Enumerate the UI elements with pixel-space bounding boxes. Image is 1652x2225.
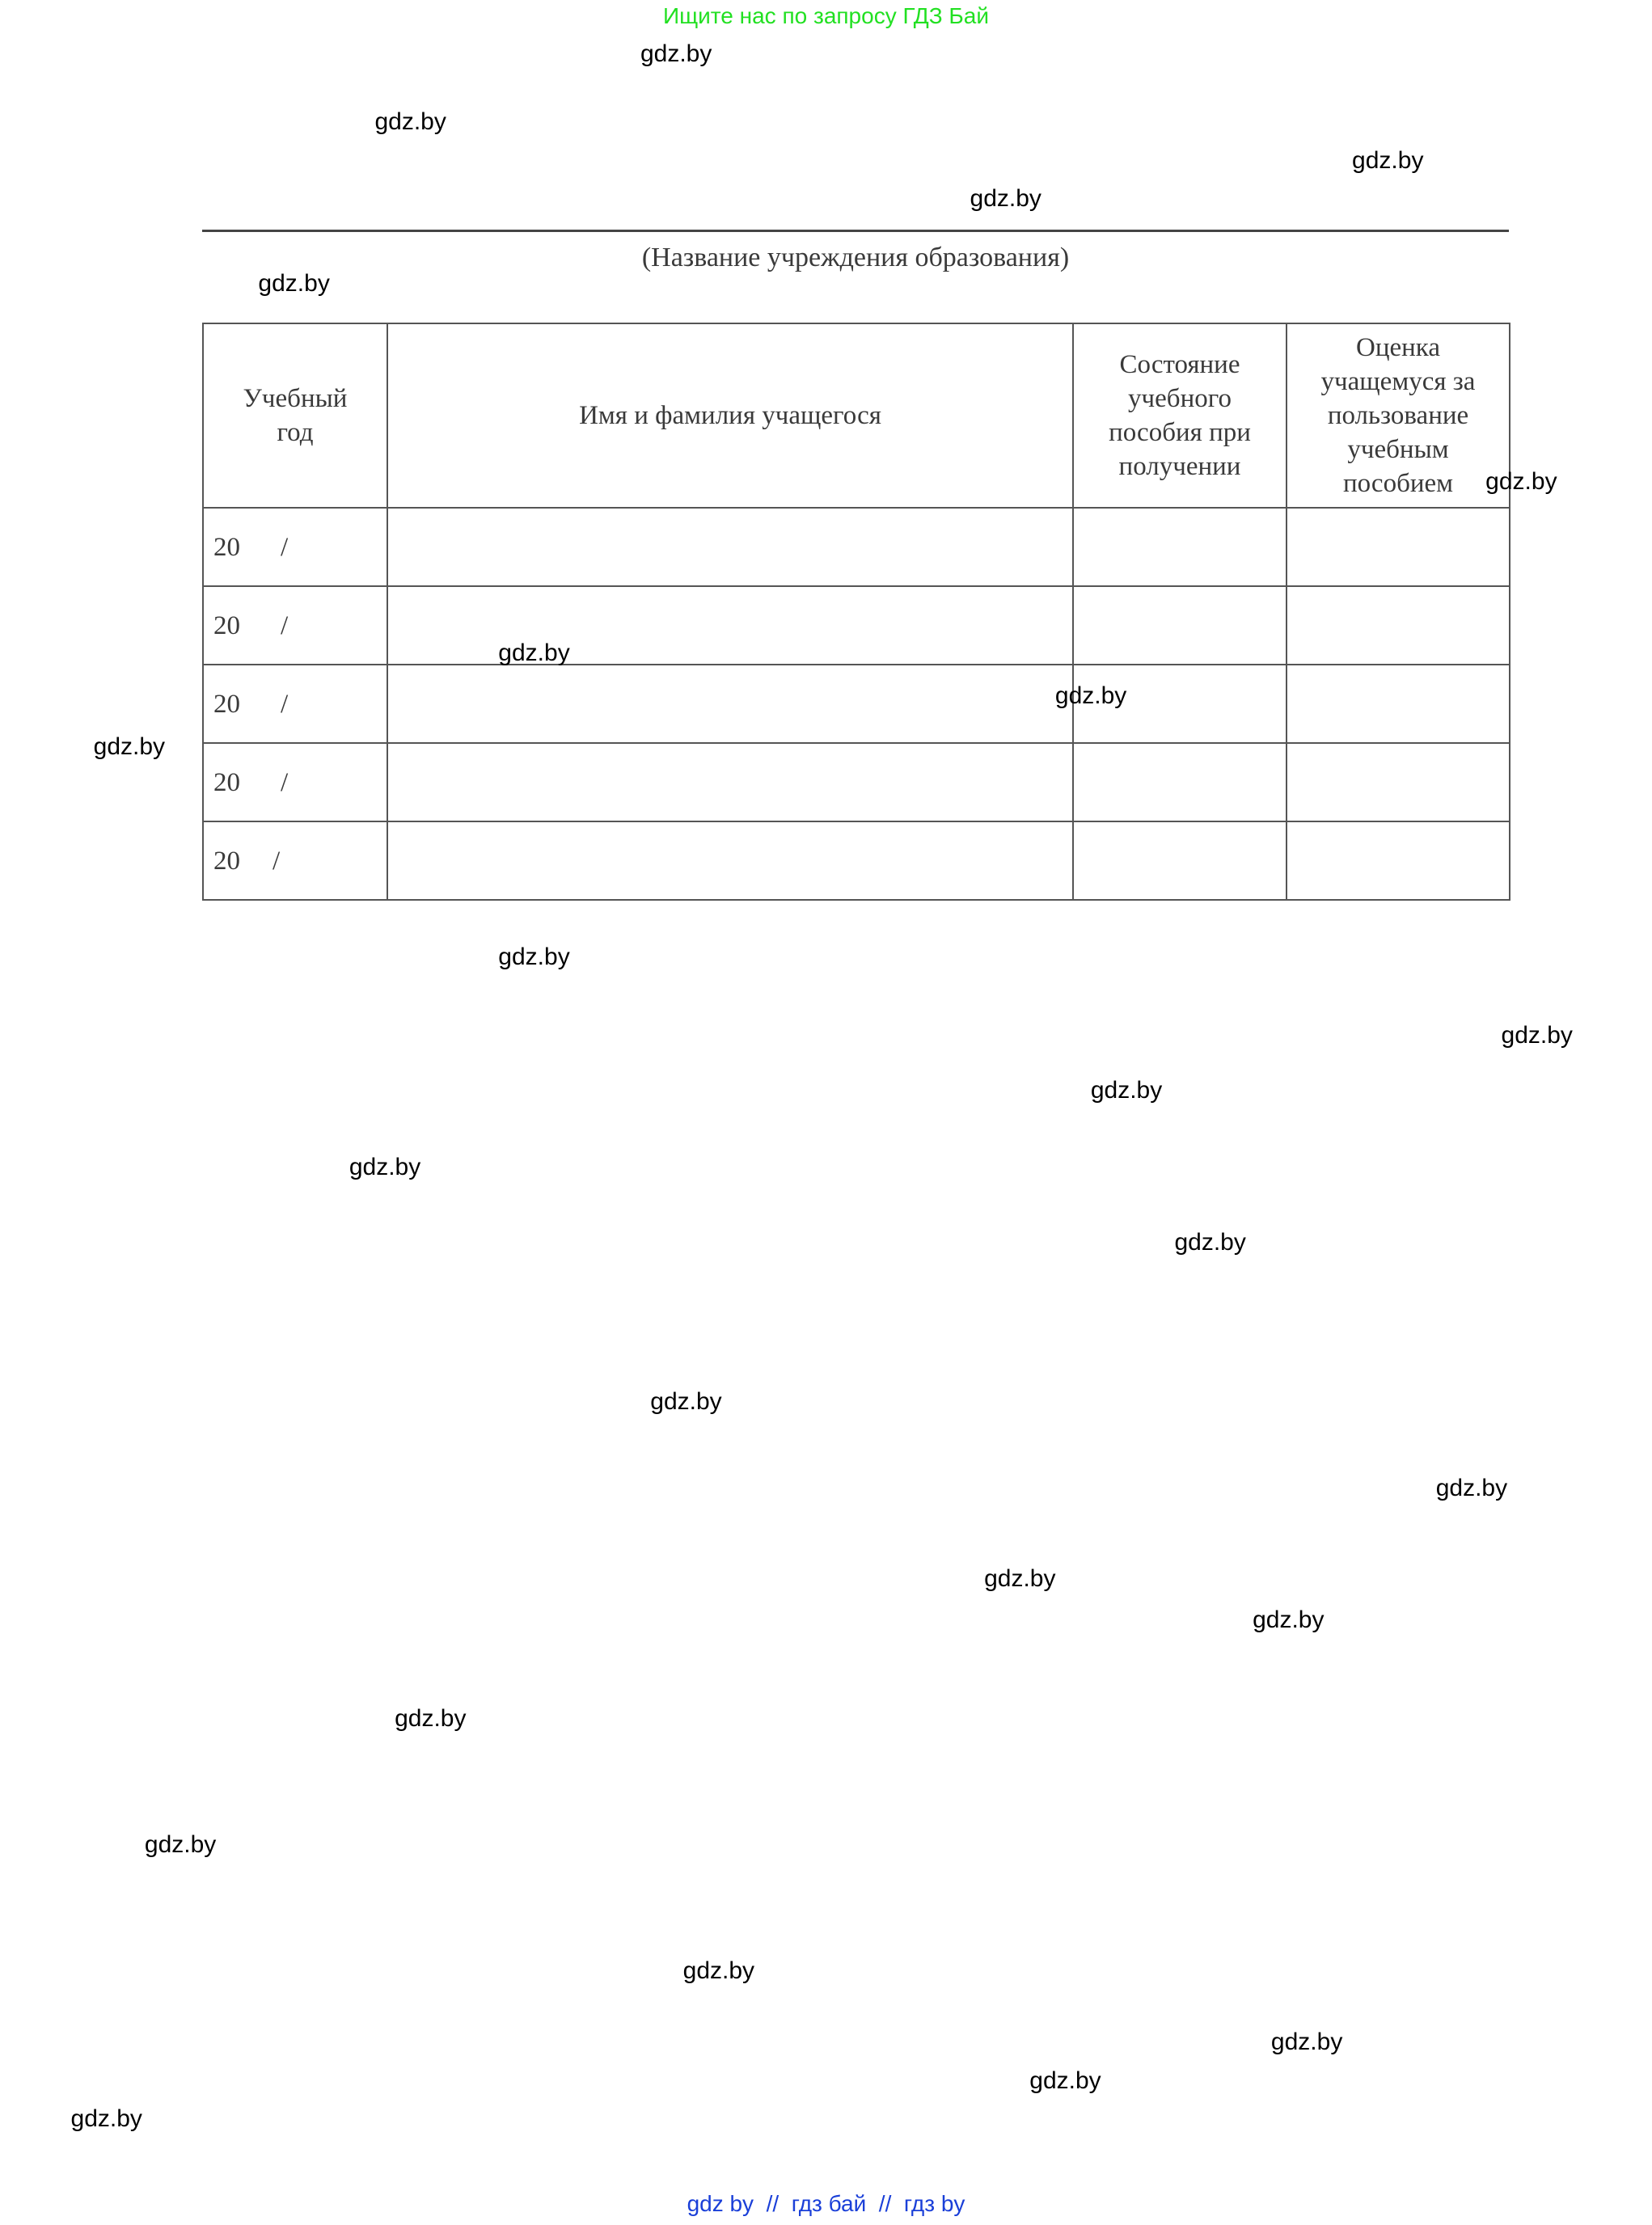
name-cell[interactable] — [387, 742, 1074, 822]
year-prefix: 20 — [213, 610, 240, 640]
watermark: gdz.by — [1435, 1474, 1508, 1501]
table-row: 20 / — [202, 585, 1510, 665]
name-cell[interactable] — [387, 664, 1074, 744]
header-condition: Состояние учебного пособия при получении — [1072, 323, 1287, 509]
watermark: gdz.by — [1090, 1077, 1163, 1104]
year-slash: / — [281, 689, 289, 719]
watermark: gdz.by — [1352, 146, 1424, 174]
grade-cell[interactable] — [1286, 742, 1510, 822]
year-cell[interactable]: 20 / — [202, 585, 388, 665]
condition-cell[interactable] — [1072, 585, 1287, 665]
year-prefix: 20 — [213, 767, 240, 797]
condition-cell[interactable] — [1072, 507, 1287, 587]
table-row: 20 / — [202, 507, 1510, 587]
name-cell[interactable] — [387, 585, 1074, 665]
year-prefix: 20 — [213, 532, 240, 562]
table-row: 20 / — [202, 821, 1510, 901]
watermark: gdz.by — [374, 108, 446, 136]
watermark: gdz.by — [258, 270, 330, 298]
watermark: gdz.by — [144, 1830, 217, 1858]
search-banner: Ищите нас по запросу ГДЗ Бай — [662, 3, 990, 28]
header-year: Учебный год — [202, 323, 388, 509]
watermark: gdz.by — [984, 1565, 1056, 1593]
year-prefix: 20 — [213, 689, 240, 719]
condition-cell[interactable] — [1072, 664, 1287, 744]
header-student-name: Имя и фамилия учащегося — [387, 323, 1074, 509]
grade-cell[interactable] — [1286, 664, 1510, 744]
year-slash: / — [281, 610, 289, 640]
watermark: gdz.by — [1029, 2067, 1101, 2094]
watermark: gdz.by — [1501, 1021, 1573, 1049]
grade-cell[interactable] — [1286, 585, 1510, 665]
year-slash: / — [281, 532, 289, 562]
watermark: gdz.by — [349, 1153, 421, 1180]
header-grade: Оценка учащемуся за пользование учебным … — [1286, 323, 1510, 509]
watermark: gdz.by — [970, 184, 1041, 212]
table-row: 20 / — [202, 664, 1510, 744]
grade-cell[interactable] — [1286, 821, 1510, 901]
watermark: gdz.by — [1174, 1229, 1246, 1256]
watermark: gdz.by — [70, 2105, 142, 2132]
watermark: gdz.by — [395, 1704, 467, 1732]
watermark: gdz.by — [1253, 1606, 1325, 1634]
watermark: gdz.by — [498, 943, 570, 970]
name-cell[interactable] — [387, 821, 1074, 901]
watermark: gdz.by — [1485, 467, 1557, 495]
watermark: gdz.by — [1270, 2029, 1343, 2056]
year-cell[interactable]: 20 / — [202, 821, 388, 901]
table-row: 20 / — [202, 742, 1510, 822]
watermark: gdz.by — [498, 640, 570, 667]
year-cell[interactable]: 20 / — [202, 742, 388, 822]
table-header-row: Учебный год Имя и фамилия учащегося Сост… — [202, 323, 1510, 509]
watermark: gdz.by — [640, 40, 712, 67]
watermark: gdz.by — [1054, 682, 1127, 709]
watermark: gdz.by — [650, 1387, 722, 1415]
footer-links[interactable]: gdz by // гдз бай // гдз by — [687, 2191, 965, 2216]
grade-cell[interactable] — [1286, 507, 1510, 587]
watermark: gdz.by — [682, 1957, 755, 1985]
year-slash: / — [273, 846, 281, 876]
condition-cell[interactable] — [1072, 821, 1287, 901]
year-cell[interactable]: 20 / — [202, 664, 388, 744]
institution-name-line — [202, 230, 1509, 232]
year-slash: / — [281, 767, 289, 797]
condition-cell[interactable] — [1072, 742, 1287, 822]
institution-caption: (Название учреждения образования) — [641, 243, 1070, 272]
year-prefix: 20 — [213, 846, 240, 876]
year-cell[interactable]: 20 / — [202, 507, 388, 587]
name-cell[interactable] — [387, 507, 1074, 587]
watermark: gdz.by — [93, 733, 166, 760]
textbook-usage-table: Учебный год Имя и фамилия учащегося Сост… — [202, 323, 1510, 901]
